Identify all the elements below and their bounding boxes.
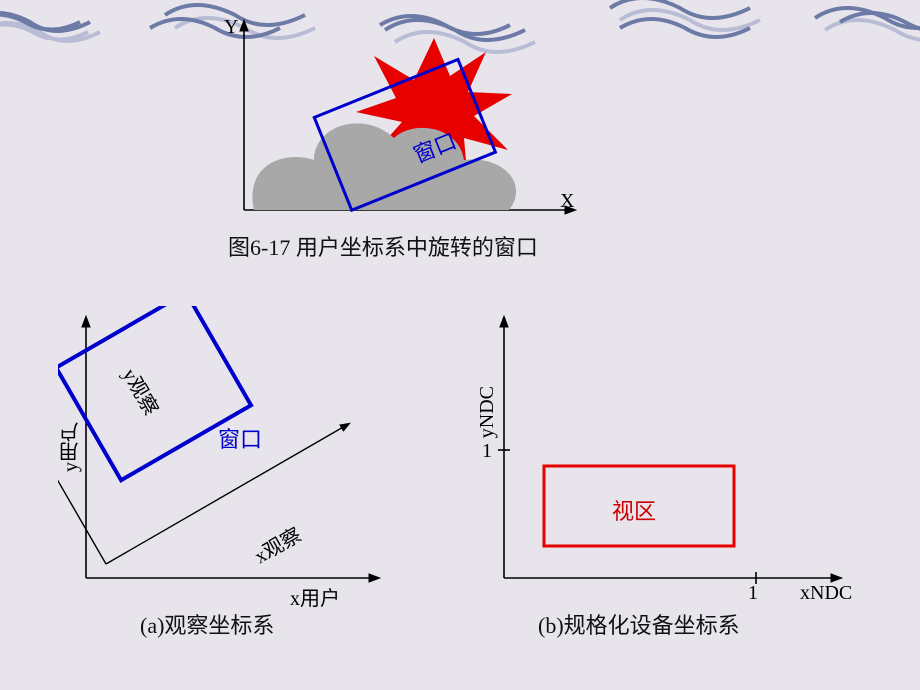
figB-user-x: x用户 bbox=[290, 582, 340, 611]
figC: 1 1 视区 xNDC yNDC bbox=[480, 306, 880, 636]
figC-ytick1: 1 bbox=[482, 440, 492, 463]
figA: X Y 窗口 bbox=[224, 10, 604, 260]
figC-viewport-label: 视区 bbox=[612, 494, 656, 526]
figA-xlabel: X bbox=[560, 190, 574, 213]
figB-user-y: y用户 bbox=[56, 422, 85, 472]
figB-svg bbox=[58, 306, 418, 606]
figC-caption: (b)规格化设备坐标系 bbox=[538, 608, 740, 640]
figA-svg bbox=[224, 10, 604, 240]
figC-xlabel: xNDC bbox=[800, 582, 852, 605]
figB: x用户 y用户 x观察 y观察 窗口 bbox=[58, 306, 418, 636]
figC-ylabel: yNDC bbox=[476, 386, 499, 438]
figA-caption: 图6-17 用户坐标系中旋转的窗口 bbox=[228, 230, 538, 262]
figB-window-label: 窗口 bbox=[218, 422, 262, 454]
figA-ylabel: Y bbox=[224, 16, 238, 39]
figB-caption: (a)观察坐标系 bbox=[140, 608, 274, 640]
figC-svg bbox=[480, 306, 880, 606]
figC-xtick1: 1 bbox=[748, 582, 758, 605]
